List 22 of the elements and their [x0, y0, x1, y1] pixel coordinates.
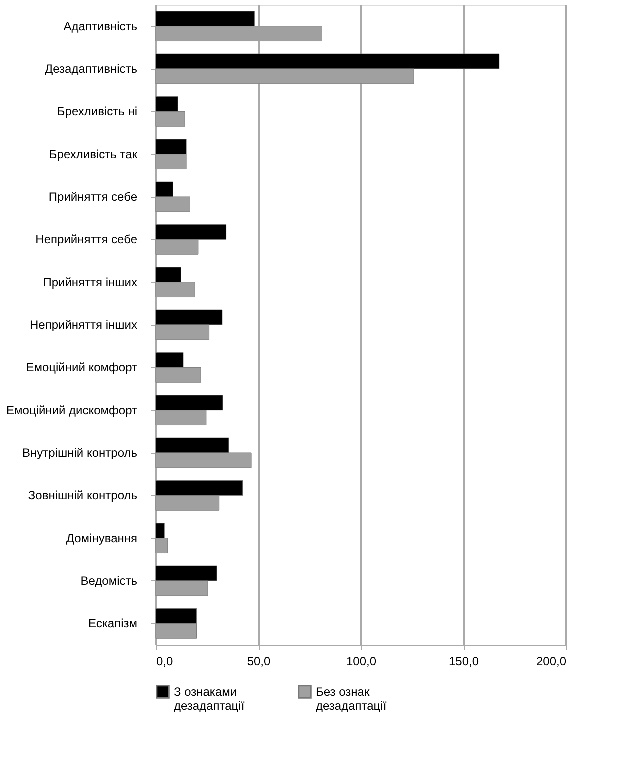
y-tick-label: Брехливість ні: [57, 104, 138, 119]
x-tick-label: 100,0: [346, 654, 377, 668]
x-tick-label: 0,0: [156, 654, 174, 668]
y-tick-label: Емоційний комфорт: [26, 360, 138, 375]
y-tick-label: Ведомість: [80, 574, 138, 588]
legend-label: З ознаками дезадаптації: [174, 685, 246, 713]
y-tick-label: Прийняття інших: [43, 275, 138, 290]
y-tick-label: Неприйняття інших: [30, 318, 138, 332]
y-tick-label: Дезадаптивність: [44, 62, 138, 76]
y-tick-label: Прийняття себе: [48, 190, 138, 204]
x-tick-label: 50,0: [247, 654, 271, 668]
legend-label: Без ознак дезадаптації: [316, 685, 388, 713]
y-tick-label: Брехливість так: [49, 147, 138, 162]
x-tick-label: 150,0: [448, 654, 480, 668]
x-tick-label: 200,0: [536, 654, 567, 668]
y-tick-label: Внутрішній контроль: [22, 446, 138, 460]
y-tick-label: Зовнішній контроль: [28, 488, 138, 503]
y-tick-label: Емоційний дискомфорт: [6, 403, 138, 418]
y-tick-label: Адаптивність: [64, 19, 138, 34]
y-tick-label: Домінування: [66, 531, 138, 546]
y-tick-label: Ескапізм: [88, 616, 138, 631]
y-tick-label: Неприйняття себе: [36, 232, 138, 247]
